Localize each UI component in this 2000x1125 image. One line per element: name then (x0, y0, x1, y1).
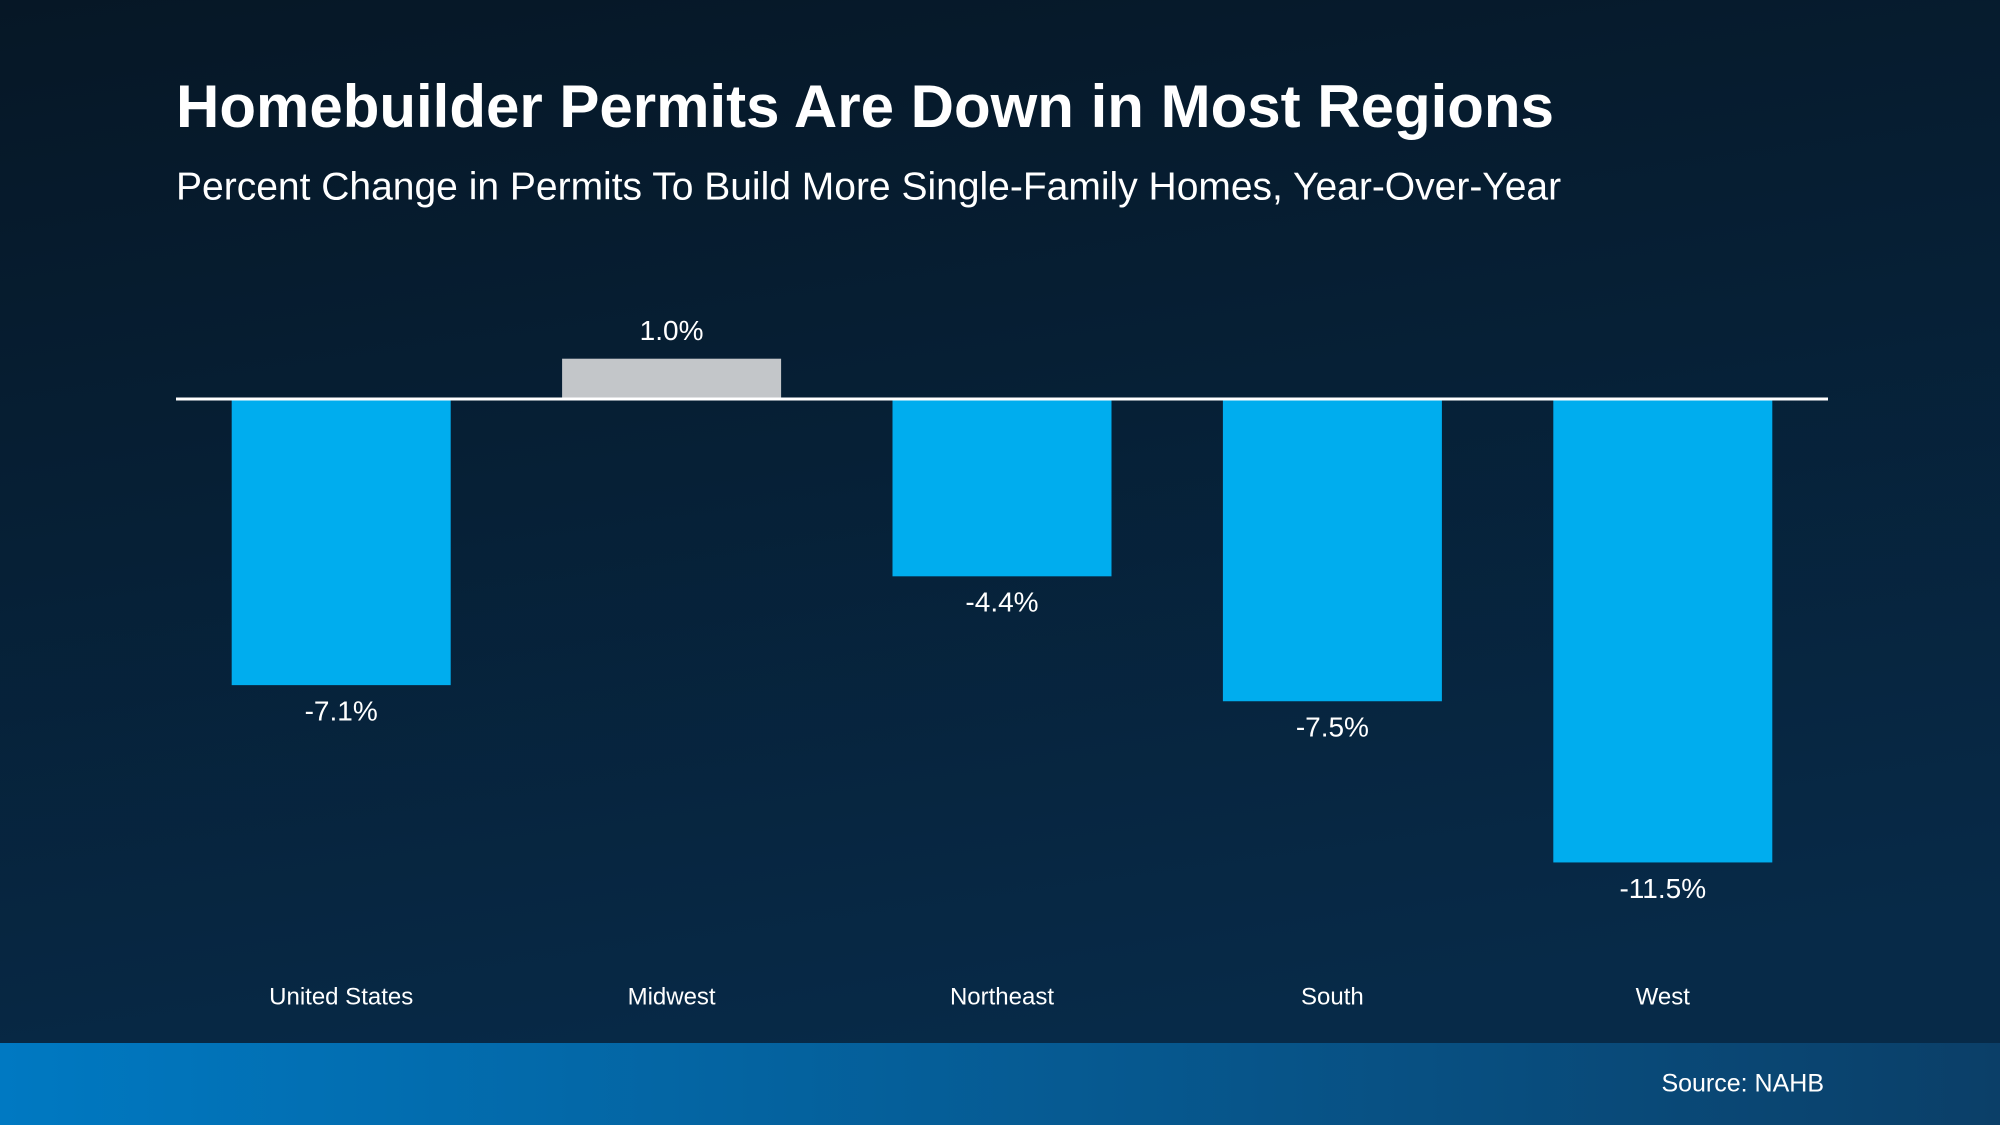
bar (892, 399, 1112, 577)
x-tick-label: Midwest (628, 983, 716, 1010)
bar (562, 358, 782, 399)
bar (1553, 399, 1773, 863)
value-label: -7.1% (305, 696, 378, 727)
x-tick-label: United States (269, 983, 413, 1010)
bar (231, 399, 451, 686)
x-tick-label: Northeast (950, 983, 1054, 1010)
value-label: -11.5% (1619, 873, 1706, 904)
x-tick-label: West (1636, 983, 1691, 1010)
value-label: -7.5% (1296, 712, 1369, 743)
chart-subtitle: Percent Change in Permits To Build More … (176, 165, 1561, 208)
x-tick-label: South (1301, 983, 1364, 1010)
value-label: 1.0% (640, 315, 704, 346)
chart-title: Homebuilder Permits Are Down in Most Reg… (176, 73, 1554, 140)
plot-area: -7.1% United States 1.0% Midwest -4.4% Northe… (176, 315, 1828, 1010)
footer-band (0, 1043, 2000, 1125)
value-label: -4.4% (965, 587, 1038, 618)
bar (1222, 399, 1442, 702)
source: Source: NAHB (1661, 1070, 1824, 1098)
